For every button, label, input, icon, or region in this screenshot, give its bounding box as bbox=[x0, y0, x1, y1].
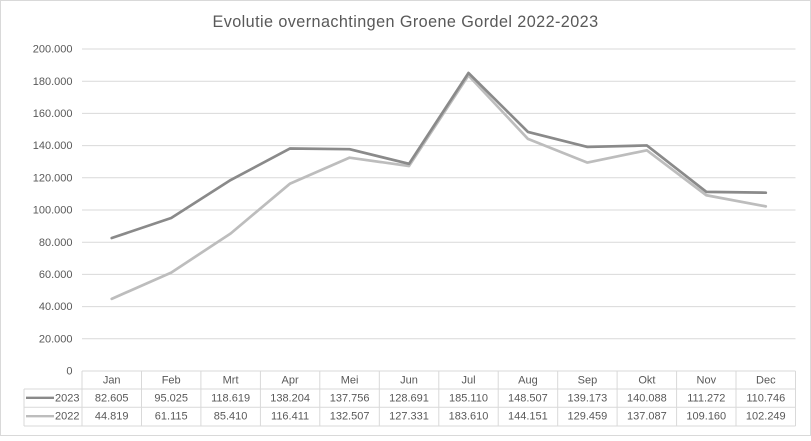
svg-text:144.151: 144.151 bbox=[508, 411, 548, 423]
svg-text:40.000: 40.000 bbox=[39, 301, 73, 313]
svg-text:109.160: 109.160 bbox=[686, 411, 726, 423]
svg-text:102.249: 102.249 bbox=[746, 411, 786, 423]
svg-text:82.605: 82.605 bbox=[95, 393, 129, 405]
svg-text:0: 0 bbox=[66, 366, 72, 378]
svg-text:200.000: 200.000 bbox=[33, 44, 73, 56]
svg-text:137.087: 137.087 bbox=[627, 411, 667, 423]
svg-text:Dec: Dec bbox=[756, 375, 776, 387]
svg-text:85.410: 85.410 bbox=[214, 411, 248, 423]
svg-text:Mei: Mei bbox=[341, 375, 359, 387]
svg-text:140.088: 140.088 bbox=[627, 393, 667, 405]
svg-text:138.204: 138.204 bbox=[270, 393, 310, 405]
svg-text:Nov: Nov bbox=[697, 375, 717, 387]
svg-text:Mrt: Mrt bbox=[223, 375, 239, 387]
svg-text:148.507: 148.507 bbox=[508, 393, 548, 405]
svg-text:Aug: Aug bbox=[518, 375, 538, 387]
svg-text:111.272: 111.272 bbox=[687, 393, 725, 405]
svg-text:118.619: 118.619 bbox=[211, 393, 250, 405]
svg-text:Okt: Okt bbox=[638, 375, 655, 387]
svg-text:180.000: 180.000 bbox=[33, 76, 73, 88]
svg-text:185.110: 185.110 bbox=[449, 393, 488, 405]
svg-text:61.115: 61.115 bbox=[155, 411, 188, 423]
svg-text:116.411: 116.411 bbox=[271, 411, 309, 423]
svg-text:100.000: 100.000 bbox=[33, 205, 73, 217]
svg-text:44.819: 44.819 bbox=[95, 411, 129, 423]
svg-text:Sep: Sep bbox=[578, 375, 598, 387]
svg-text:Evolutie overnachtingen Groene: Evolutie overnachtingen Groene Gordel 20… bbox=[212, 13, 598, 31]
svg-text:2022: 2022 bbox=[55, 411, 79, 423]
svg-text:120.000: 120.000 bbox=[33, 172, 73, 184]
svg-text:Jun: Jun bbox=[400, 375, 418, 387]
svg-text:95.025: 95.025 bbox=[154, 393, 188, 405]
svg-text:2023: 2023 bbox=[55, 393, 79, 405]
svg-text:60.000: 60.000 bbox=[39, 269, 73, 281]
svg-text:132.507: 132.507 bbox=[330, 411, 370, 423]
svg-text:140.000: 140.000 bbox=[33, 140, 73, 152]
svg-text:Apr: Apr bbox=[282, 375, 299, 387]
svg-text:110.746: 110.746 bbox=[746, 393, 785, 405]
svg-text:Jan: Jan bbox=[103, 375, 121, 387]
svg-text:137.756: 137.756 bbox=[330, 393, 370, 405]
svg-text:183.610: 183.610 bbox=[449, 411, 489, 423]
svg-text:139.173: 139.173 bbox=[568, 393, 608, 405]
svg-text:80.000: 80.000 bbox=[39, 237, 73, 249]
svg-text:128.691: 128.691 bbox=[389, 393, 429, 405]
svg-text:160.000: 160.000 bbox=[33, 108, 73, 120]
svg-text:20.000: 20.000 bbox=[39, 333, 73, 345]
svg-text:Feb: Feb bbox=[162, 375, 181, 387]
svg-text:129.459: 129.459 bbox=[568, 411, 608, 423]
svg-text:Jul: Jul bbox=[461, 375, 475, 387]
svg-text:127.331: 127.331 bbox=[389, 411, 429, 423]
